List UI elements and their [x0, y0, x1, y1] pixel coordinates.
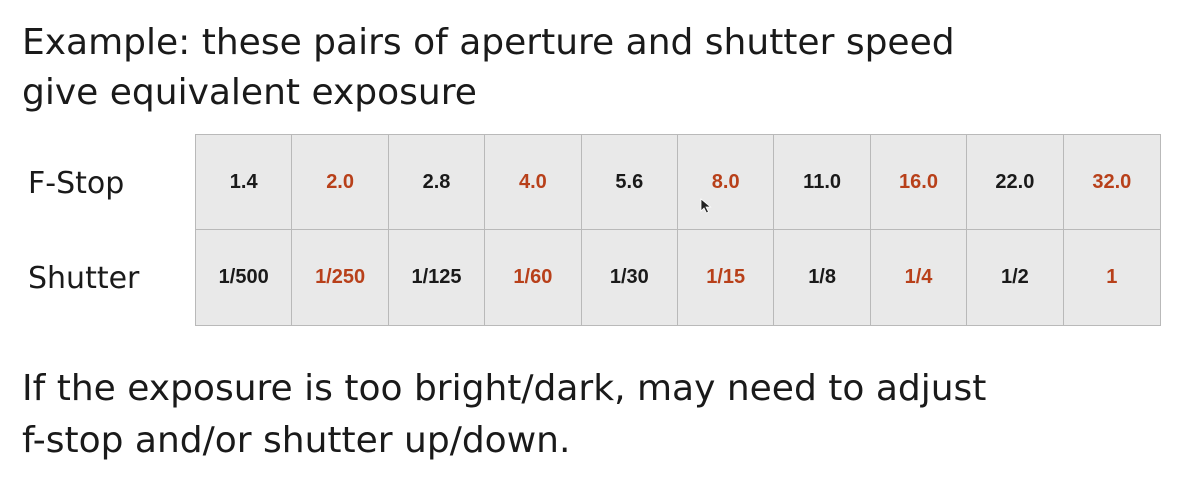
fstop-value-cell: 2.8: [388, 135, 486, 230]
footer-text: If the exposure is too bright/dark, may …: [22, 363, 1152, 467]
mouse-pointer-icon: [700, 198, 712, 214]
slide-title-line-2: give equivalent exposure: [22, 72, 477, 113]
slide-title-line-1: Example: these pairs of aperture and shu…: [22, 22, 955, 63]
shutter-value-cell: 1/60: [485, 230, 582, 325]
fstop-value-cell: 32.0: [1063, 135, 1160, 230]
fstop-value-cell: 1.4: [196, 135, 293, 230]
fstop-value-cell: 2.0: [292, 135, 389, 230]
fstop-value-cell: 16.0: [870, 135, 968, 230]
fstop-value-cell: 5.6: [581, 135, 678, 230]
fstop-row-label: F-Stop: [28, 166, 125, 201]
shutter-value-cell: 1/4: [871, 230, 968, 325]
shutter-value-cell: 1: [1106, 266, 1118, 288]
footer-line-1: If the exposure is too bright/dark, may …: [22, 368, 987, 409]
fstop-value-cell: 8.0: [678, 135, 775, 230]
slide-title: Example: these pairs of aperture and shu…: [22, 18, 1152, 118]
shutter-value-cell: 1/2: [967, 230, 1064, 325]
shutter-value-cell: 1/8: [774, 230, 871, 325]
footer-line-2: f-stop and/or shutter up/down.: [22, 420, 571, 461]
shutter-value-cell: 1/30: [582, 230, 678, 325]
shutter-value-cell: 1/500: [196, 230, 293, 325]
shutter-value-cell: 1/125: [389, 230, 486, 325]
fstop-value-cell: 4.0: [485, 135, 582, 230]
shutter-row-label: Shutter: [28, 261, 140, 296]
fstop-value-cell: 22.0: [967, 135, 1064, 230]
shutter-value-cell: 1/250: [292, 230, 389, 325]
exposure-table: 1.4 2.0 2.8 4.0 5.6 8.0 11.0 16.0 22.0 32.0 1/500 1…: [195, 134, 1161, 326]
fstop-value-cell: 11.0: [774, 135, 871, 230]
shutter-value-cell: 1/15: [678, 230, 775, 325]
